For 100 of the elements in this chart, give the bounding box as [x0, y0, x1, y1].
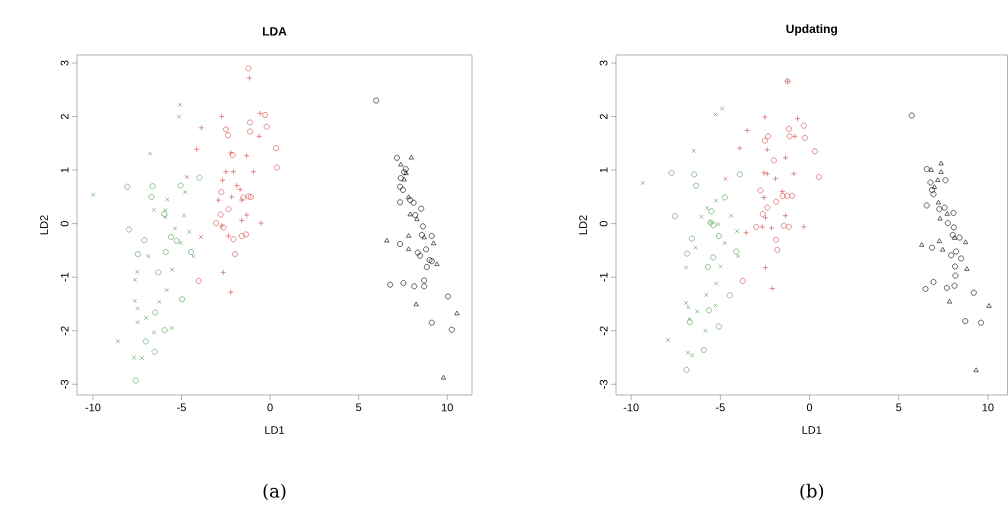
- point: [668, 169, 675, 176]
- point: [195, 278, 202, 284]
- point: [225, 132, 231, 139]
- point: [801, 135, 808, 141]
- point: [141, 237, 148, 244]
- y-tick-label: 3: [60, 60, 69, 66]
- point: [699, 214, 704, 219]
- point: [759, 211, 766, 217]
- point: [736, 254, 741, 259]
- point: [936, 238, 942, 243]
- point: [691, 148, 696, 153]
- point: [779, 192, 786, 199]
- point: [397, 175, 404, 182]
- x-tick-label: 5: [896, 403, 902, 412]
- point: [713, 303, 718, 308]
- point: [227, 289, 234, 296]
- point: [691, 171, 698, 178]
- point: [196, 174, 203, 181]
- point: [703, 328, 708, 333]
- point: [794, 115, 801, 122]
- point: [384, 237, 390, 243]
- point: [428, 233, 435, 239]
- point: [726, 292, 733, 299]
- point: [445, 293, 451, 300]
- point: [790, 170, 797, 177]
- point: [762, 114, 768, 121]
- point: [962, 318, 969, 325]
- point: [220, 269, 227, 276]
- point: [420, 223, 426, 230]
- point: [215, 197, 222, 203]
- point: [423, 246, 430, 253]
- point: [686, 305, 691, 310]
- point: [407, 211, 413, 217]
- point: [764, 146, 771, 153]
- point: [434, 261, 440, 266]
- point: [223, 126, 229, 133]
- point: [919, 242, 925, 247]
- point: [950, 210, 957, 216]
- point: [135, 306, 140, 311]
- point: [401, 176, 407, 182]
- point: [958, 255, 965, 262]
- point: [687, 316, 692, 322]
- point: [428, 319, 435, 326]
- point: [177, 102, 183, 107]
- point: [151, 348, 158, 355]
- point: [739, 278, 746, 284]
- point: [952, 263, 958, 270]
- point: [398, 161, 404, 167]
- point: [126, 226, 132, 233]
- point: [736, 171, 743, 178]
- point: [454, 310, 460, 316]
- point: [956, 234, 963, 241]
- point: [168, 234, 174, 240]
- point: [949, 232, 956, 238]
- point: [421, 234, 427, 240]
- point: [733, 248, 740, 255]
- point: [704, 264, 711, 270]
- text: (b): [800, 483, 824, 501]
- point: [225, 233, 232, 239]
- point: [714, 198, 719, 203]
- point: [132, 377, 139, 384]
- point: [710, 254, 717, 261]
- point: [157, 299, 162, 304]
- point: [163, 215, 168, 220]
- point: [780, 222, 787, 229]
- point: [245, 65, 252, 72]
- point: [243, 152, 250, 159]
- point: [151, 330, 157, 335]
- point: [421, 283, 428, 290]
- point: [406, 246, 412, 251]
- point: [757, 187, 764, 194]
- point: [762, 137, 768, 144]
- point: [930, 191, 937, 198]
- point: [736, 145, 743, 152]
- point: [944, 211, 950, 216]
- point: [417, 252, 424, 259]
- y-tick-label: -2: [599, 326, 608, 336]
- point: [177, 182, 184, 189]
- point: [91, 192, 96, 197]
- y-tick-label: 3: [599, 60, 608, 66]
- point: [397, 199, 403, 206]
- point: [721, 194, 728, 201]
- point: [188, 249, 194, 255]
- y-tick-label: 2: [599, 114, 608, 120]
- point: [243, 231, 249, 238]
- point: [937, 215, 943, 221]
- point: [397, 241, 403, 247]
- point: [953, 248, 960, 255]
- point: [172, 226, 178, 231]
- point: [936, 206, 943, 213]
- point: [413, 301, 419, 307]
- point: [257, 110, 264, 117]
- point: [760, 194, 767, 201]
- point: [173, 237, 180, 244]
- point: [964, 266, 970, 271]
- point: [232, 251, 238, 258]
- point: [684, 250, 691, 257]
- point: [273, 164, 280, 171]
- point: [400, 187, 406, 193]
- point: [230, 236, 237, 243]
